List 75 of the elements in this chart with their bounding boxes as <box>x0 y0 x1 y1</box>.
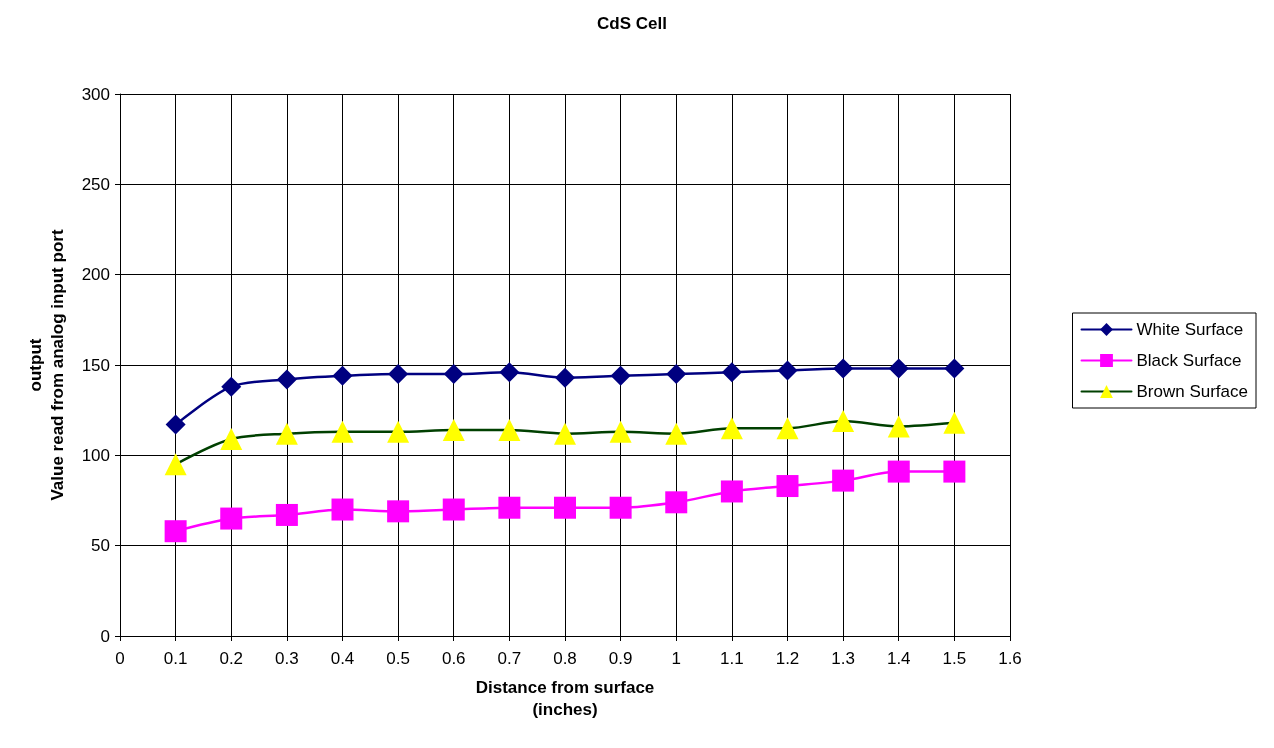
point <box>498 419 521 442</box>
point <box>610 365 631 386</box>
point <box>944 358 965 379</box>
point <box>331 420 354 443</box>
point <box>777 360 798 381</box>
point <box>776 417 799 440</box>
x-tick-label: 1.5 <box>942 649 967 668</box>
point <box>331 498 354 521</box>
point <box>443 364 464 385</box>
x-tick-label: 1 <box>671 649 681 668</box>
point <box>832 410 855 433</box>
point <box>554 422 576 445</box>
point <box>332 365 353 386</box>
y-tick-label: 0 <box>100 626 110 646</box>
x-tick-label: 0.9 <box>608 649 633 668</box>
point <box>666 364 687 385</box>
point <box>499 362 520 383</box>
point <box>554 496 576 519</box>
point <box>220 428 243 451</box>
chart-title: CdS Cell <box>597 14 667 33</box>
point <box>442 419 465 442</box>
y-tick-label: 50 <box>91 536 110 556</box>
legend-label: White Surface <box>1136 320 1244 339</box>
x-tick-label: 0.6 <box>441 649 466 668</box>
legend-label: Brown Surface <box>1136 382 1248 401</box>
point <box>720 417 743 440</box>
point <box>665 491 688 514</box>
x-tick-label: 1.2 <box>775 649 800 668</box>
point <box>555 367 575 388</box>
y-tick-label: 100 <box>81 445 110 465</box>
point <box>609 496 632 519</box>
point <box>164 453 187 476</box>
point <box>220 507 243 530</box>
point <box>887 415 910 438</box>
point <box>609 420 632 443</box>
point <box>888 358 909 379</box>
x-tick-label: 0.4 <box>330 649 355 668</box>
x-tick-label: 1.4 <box>886 649 911 668</box>
x-tick-label: 1.3 <box>831 649 855 668</box>
point <box>442 498 465 521</box>
x-tick-label: 0.3 <box>275 649 299 668</box>
x-tick-label: 1.6 <box>998 649 1022 668</box>
x-tick-label: 1.1 <box>720 649 744 668</box>
point <box>275 422 298 445</box>
x-axis-title: Distance from surface (inches) <box>475 677 655 719</box>
y-axis-title: output Value read from analog input port <box>25 229 67 501</box>
point <box>943 411 966 434</box>
point <box>387 420 410 443</box>
point <box>887 460 910 483</box>
point <box>665 422 688 445</box>
point <box>388 364 409 385</box>
x-tick-label: 0.1 <box>163 649 188 668</box>
point <box>498 496 521 519</box>
point <box>721 362 742 383</box>
y-tick-label: 300 <box>81 84 110 104</box>
x-tick-label: 0.8 <box>553 649 577 668</box>
point <box>276 369 297 390</box>
y-tick-label: 250 <box>81 174 110 194</box>
point <box>720 480 743 503</box>
x-tick-label: 0.2 <box>219 649 244 668</box>
x-tick-label: 0 <box>115 649 125 668</box>
y-tick-label: 150 <box>81 355 110 375</box>
point <box>275 503 298 526</box>
legend-label: Black Surface <box>1136 351 1242 370</box>
x-tick-label: 0.5 <box>386 649 410 668</box>
point <box>776 475 799 498</box>
point <box>833 358 854 379</box>
point <box>387 500 410 523</box>
point <box>832 469 855 492</box>
point <box>164 520 187 543</box>
point <box>943 460 966 483</box>
x-tick-label: 0.7 <box>497 649 522 668</box>
point <box>221 376 242 397</box>
point <box>165 414 186 435</box>
y-tick-label: 200 <box>81 265 110 285</box>
